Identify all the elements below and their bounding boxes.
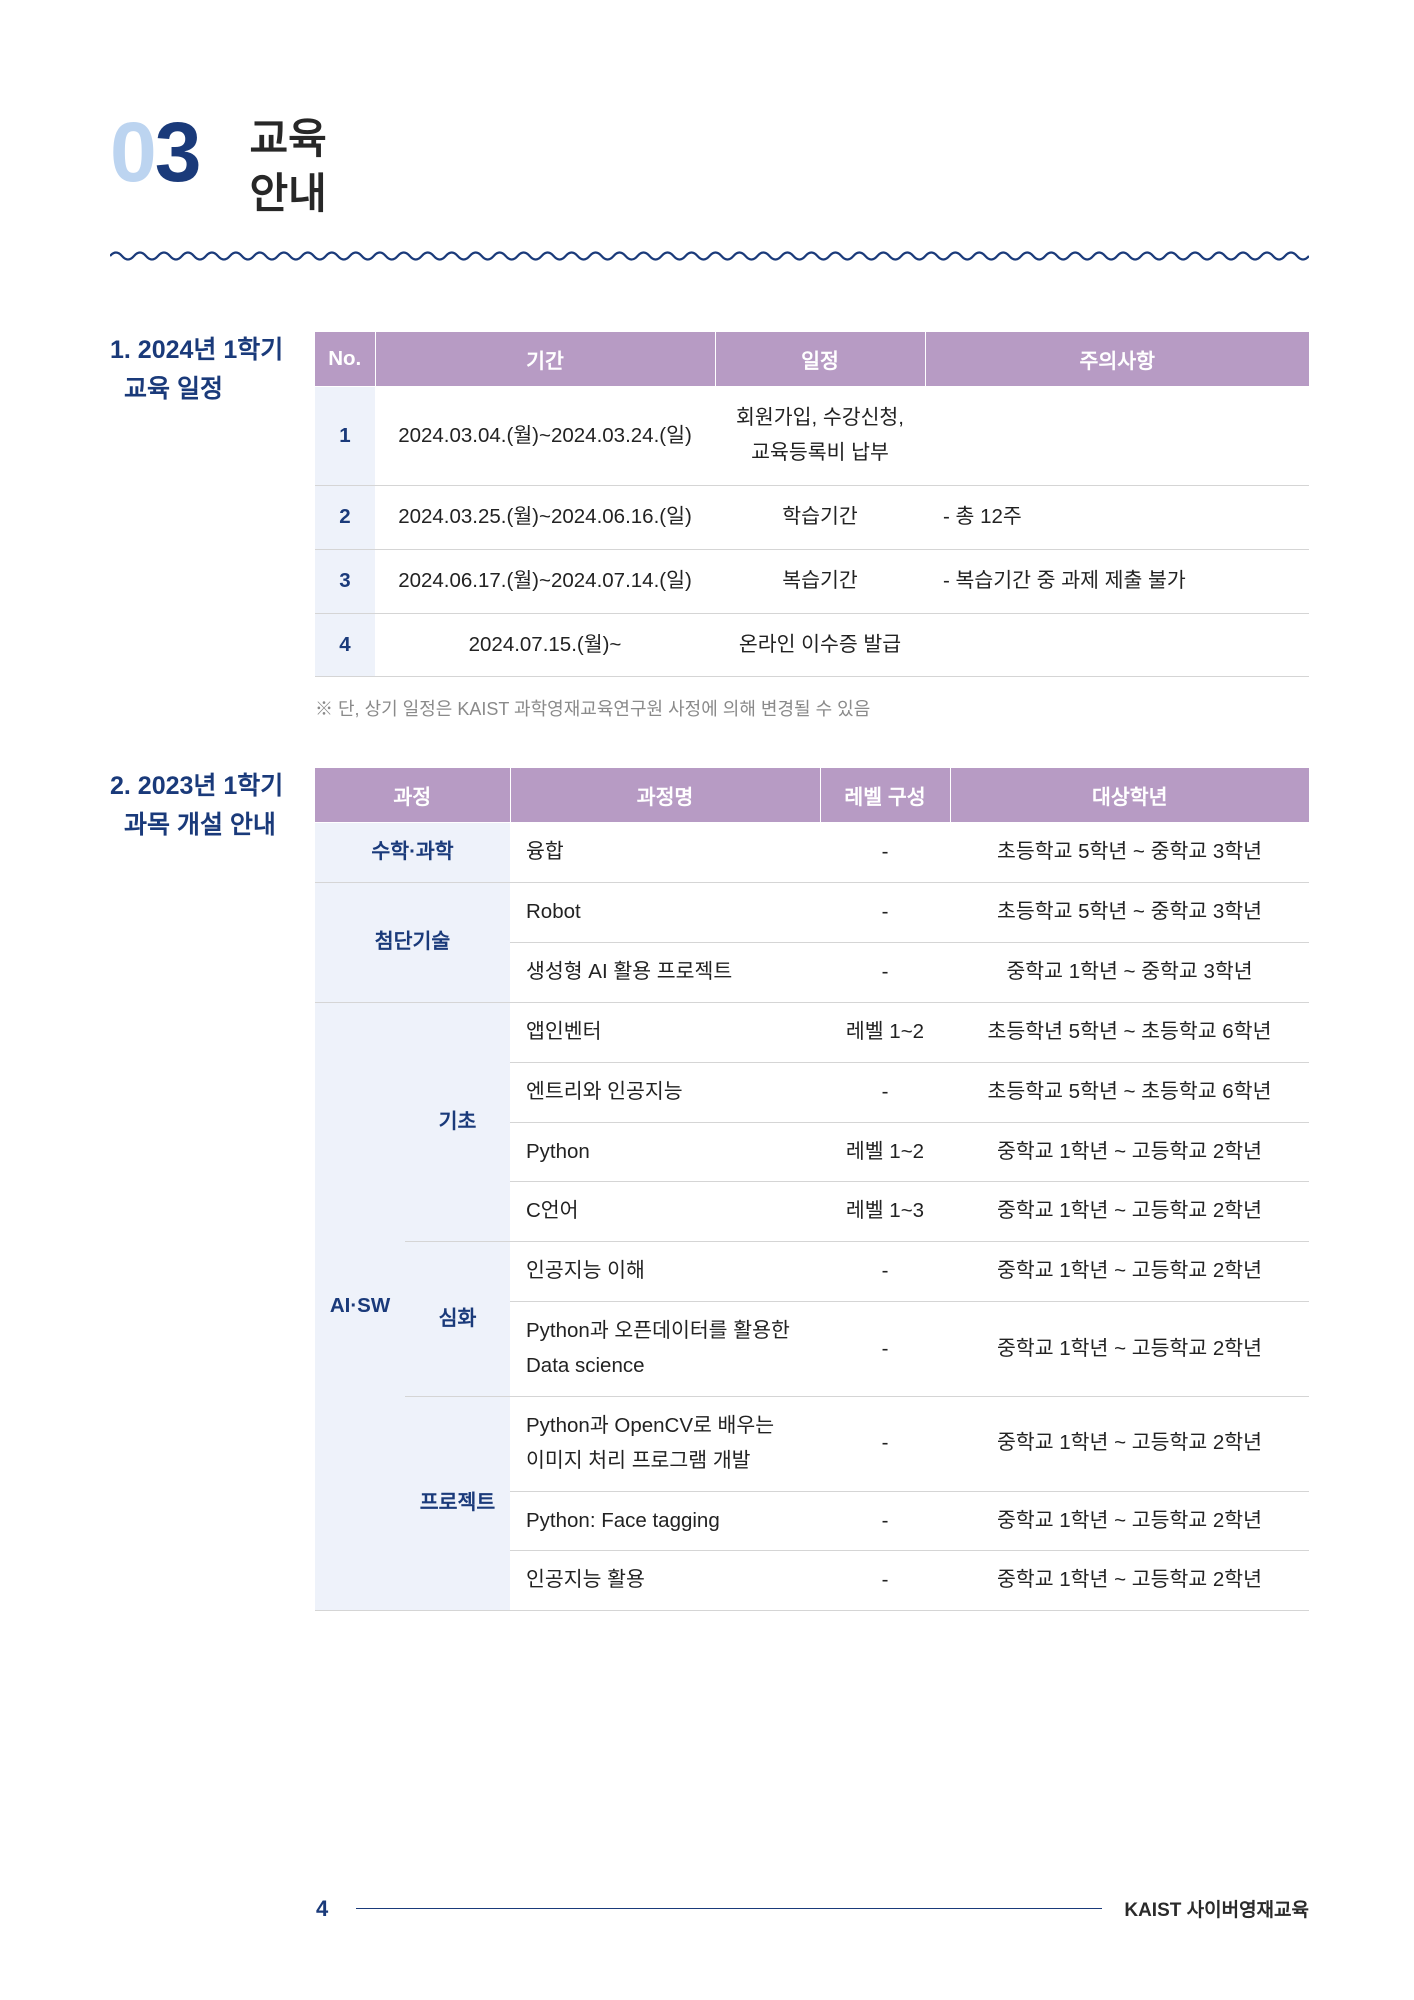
- cell-name: 앱인벤터: [510, 1002, 820, 1062]
- cell-level: -: [820, 1302, 950, 1397]
- cell-name: Python: [510, 1122, 820, 1182]
- th-level: 레벨 구성: [820, 768, 950, 823]
- cell-level: -: [820, 823, 950, 883]
- chapter-header: 03 교육 안내: [110, 110, 1309, 221]
- group-basic: 기초: [405, 1002, 510, 1241]
- cell-period: 2024.03.04.(월)~2024.03.24.(일): [375, 387, 715, 486]
- courses-table: 과정 과정명 레벨 구성 대상학년 수학·과학 융합 - 초등학교 5학년 ~ …: [315, 767, 1309, 1611]
- schedule-footnote: ※ 단, 상기 일정은 KAIST 과학영재교육연구원 사정에 의해 변경될 수…: [315, 695, 1309, 721]
- cell-target: 중학교 1학년 ~ 고등학교 2학년: [950, 1182, 1309, 1242]
- title-line1: 교육: [249, 112, 326, 167]
- table-row: 심화 인공지능 이해 - 중학교 1학년 ~ 고등학교 2학년: [315, 1242, 1309, 1302]
- cell-no: 3: [315, 549, 375, 613]
- th-period: 기간: [375, 332, 715, 387]
- group-math: 수학·과학: [315, 823, 510, 883]
- cell-name: Robot: [510, 883, 820, 943]
- cell-name: 융합: [510, 823, 820, 883]
- chapter-title: 교육 안내: [249, 110, 326, 221]
- chapter-number: 03: [110, 110, 199, 194]
- group-adv: 심화: [405, 1242, 510, 1397]
- cell-no: 4: [315, 613, 375, 677]
- wavy-divider: [110, 249, 1309, 263]
- section-schedule: 1. 2024년 1학기 교육 일정 No. 기간 일정 주의사항 1: [110, 331, 1309, 721]
- cell-schedule: 복습기간: [715, 549, 925, 613]
- section2-label-l1: 2. 2023년 1학기: [110, 767, 305, 806]
- th-no: No.: [315, 332, 375, 387]
- page-footer: 4 KAIST 사이버영재교육: [0, 1895, 1414, 1922]
- th-name: 과정명: [510, 768, 820, 823]
- cell-target: 중학교 1학년 ~ 중학교 3학년: [950, 943, 1309, 1003]
- cell-name: 생성형 AI 활용 프로젝트: [510, 943, 820, 1003]
- cell-name: Python과 OpenCV로 배우는 이미지 처리 프로그램 개발: [510, 1396, 820, 1491]
- cell-schedule: 온라인 이수증 발급: [715, 613, 925, 677]
- table-row: 1 2024.03.04.(월)~2024.03.24.(일) 회원가입, 수강…: [315, 387, 1309, 486]
- cell-level: -: [820, 1396, 950, 1491]
- th-target: 대상학년: [950, 768, 1309, 823]
- cell-level: -: [820, 1242, 950, 1302]
- section2-label-l2: 과목 개설 안내: [110, 806, 305, 845]
- cell-level: -: [820, 883, 950, 943]
- cell-level: 레벨 1~2: [820, 1002, 950, 1062]
- cell-note: [925, 387, 1309, 486]
- cell-period: 2024.06.17.(월)~2024.07.14.(일): [375, 549, 715, 613]
- section1-label-l2: 교육 일정: [110, 370, 305, 409]
- cell-level: 레벨 1~3: [820, 1182, 950, 1242]
- th-course: 과정: [315, 768, 510, 823]
- cell-schedule: 회원가입, 수강신청, 교육등록비 납부: [715, 387, 925, 486]
- cell-target: 초등학년 5학년 ~ 초등학교 6학년: [950, 1002, 1309, 1062]
- cell-note: - 총 12주: [925, 485, 1309, 549]
- cell-level: -: [820, 1062, 950, 1122]
- cell-target: 중학교 1학년 ~ 고등학교 2학년: [950, 1122, 1309, 1182]
- chapter-zero: 0: [110, 105, 155, 199]
- page-number: 4: [316, 1896, 328, 1922]
- schedule-table: No. 기간 일정 주의사항 1 2024.03.04.(월)~2024.03.…: [315, 331, 1309, 677]
- section2-label: 2. 2023년 1학기 과목 개설 안내: [110, 767, 315, 845]
- table-row: 첨단기술 Robot - 초등학교 5학년 ~ 중학교 3학년: [315, 883, 1309, 943]
- cell-target: 중학교 1학년 ~ 고등학교 2학년: [950, 1242, 1309, 1302]
- cell-note: [925, 613, 1309, 677]
- table-row: 3 2024.06.17.(월)~2024.07.14.(일) 복습기간 - 복…: [315, 549, 1309, 613]
- section1-label: 1. 2024년 1학기 교육 일정: [110, 331, 315, 409]
- chapter-three: 3: [155, 105, 200, 199]
- cell-level: 레벨 1~2: [820, 1122, 950, 1182]
- cell-target: 중학교 1학년 ~ 고등학교 2학년: [950, 1396, 1309, 1491]
- table-row: 2 2024.03.25.(월)~2024.06.16.(일) 학습기간 - 총…: [315, 485, 1309, 549]
- cell-no: 2: [315, 485, 375, 549]
- cell-target: 중학교 1학년 ~ 고등학교 2학년: [950, 1302, 1309, 1397]
- footer-line: [356, 1908, 1102, 1909]
- section-courses: 2. 2023년 1학기 과목 개설 안내 과정 과정명 레벨 구성 대상학년 …: [110, 767, 1309, 1611]
- group-tech: 첨단기술: [315, 883, 510, 1003]
- cell-name: Python과 오픈데이터를 활용한 Data science: [510, 1302, 820, 1397]
- cell-target: 초등학교 5학년 ~ 중학교 3학년: [950, 883, 1309, 943]
- cell-name: 인공지능 이해: [510, 1242, 820, 1302]
- cell-schedule: 학습기간: [715, 485, 925, 549]
- cell-note: - 복습기간 중 과제 제출 불가: [925, 549, 1309, 613]
- cell-name: C언어: [510, 1182, 820, 1242]
- group-aisw: AI·SW: [315, 1002, 405, 1610]
- table-row: 프로젝트 Python과 OpenCV로 배우는 이미지 처리 프로그램 개발 …: [315, 1396, 1309, 1491]
- cell-period: 2024.03.25.(월)~2024.06.16.(일): [375, 485, 715, 549]
- cell-level: -: [820, 1491, 950, 1551]
- group-proj: 프로젝트: [405, 1396, 510, 1610]
- cell-name: Python: Face tagging: [510, 1491, 820, 1551]
- th-note: 주의사항: [925, 332, 1309, 387]
- table-row: 수학·과학 융합 - 초등학교 5학년 ~ 중학교 3학년: [315, 823, 1309, 883]
- cell-target: 초등학교 5학년 ~ 중학교 3학년: [950, 823, 1309, 883]
- section1-label-l1: 1. 2024년 1학기: [110, 331, 305, 370]
- title-line2: 안내: [249, 167, 326, 222]
- th-schedule: 일정: [715, 332, 925, 387]
- table-row: AI·SW 기초 앱인벤터 레벨 1~2 초등학년 5학년 ~ 초등학교 6학년: [315, 1002, 1309, 1062]
- cell-level: -: [820, 943, 950, 1003]
- footer-brand: KAIST 사이버영재교육: [1102, 1895, 1309, 1922]
- table-row: 4 2024.07.15.(월)~ 온라인 이수증 발급: [315, 613, 1309, 677]
- cell-no: 1: [315, 387, 375, 486]
- cell-name: 인공지능 활용: [510, 1551, 820, 1611]
- cell-target: 중학교 1학년 ~ 고등학교 2학년: [950, 1551, 1309, 1611]
- cell-target: 초등학교 5학년 ~ 초등학교 6학년: [950, 1062, 1309, 1122]
- cell-period: 2024.07.15.(월)~: [375, 613, 715, 677]
- cell-name: 엔트리와 인공지능: [510, 1062, 820, 1122]
- cell-level: -: [820, 1551, 950, 1611]
- cell-target: 중학교 1학년 ~ 고등학교 2학년: [950, 1491, 1309, 1551]
